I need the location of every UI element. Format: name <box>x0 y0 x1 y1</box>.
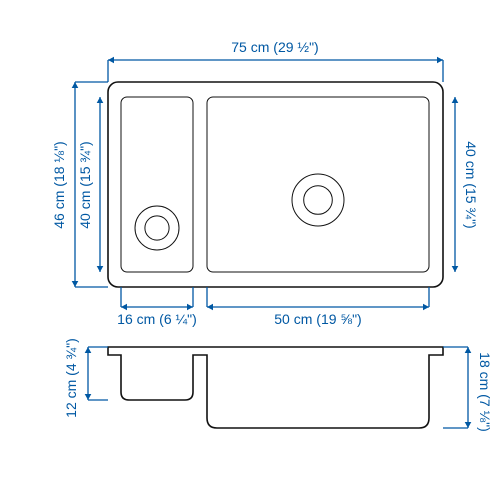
dim-label: 75 cm (29 ½") <box>231 39 318 55</box>
sink-side-profile <box>108 347 443 428</box>
sink-outer-top <box>108 82 443 287</box>
dim-label: 12 cm (4 ¾") <box>63 338 79 418</box>
dim-label: 16 cm (6 ¼") <box>117 311 197 327</box>
dim-label: 40 cm (15 ¾") <box>77 141 93 228</box>
dim-label: 50 cm (19 ⅝") <box>274 311 361 327</box>
sink-dimension-diagram: 75 cm (29 ½") 46 cm (18 ⅛") 40 cm (15 ¾") 4… <box>0 0 500 500</box>
dim-label: 46 cm (18 ⅛") <box>51 141 67 228</box>
dim-label: 40 cm (15 ¾") <box>463 141 479 228</box>
dim-label: 18 cm (7 ⅛") <box>477 352 493 432</box>
